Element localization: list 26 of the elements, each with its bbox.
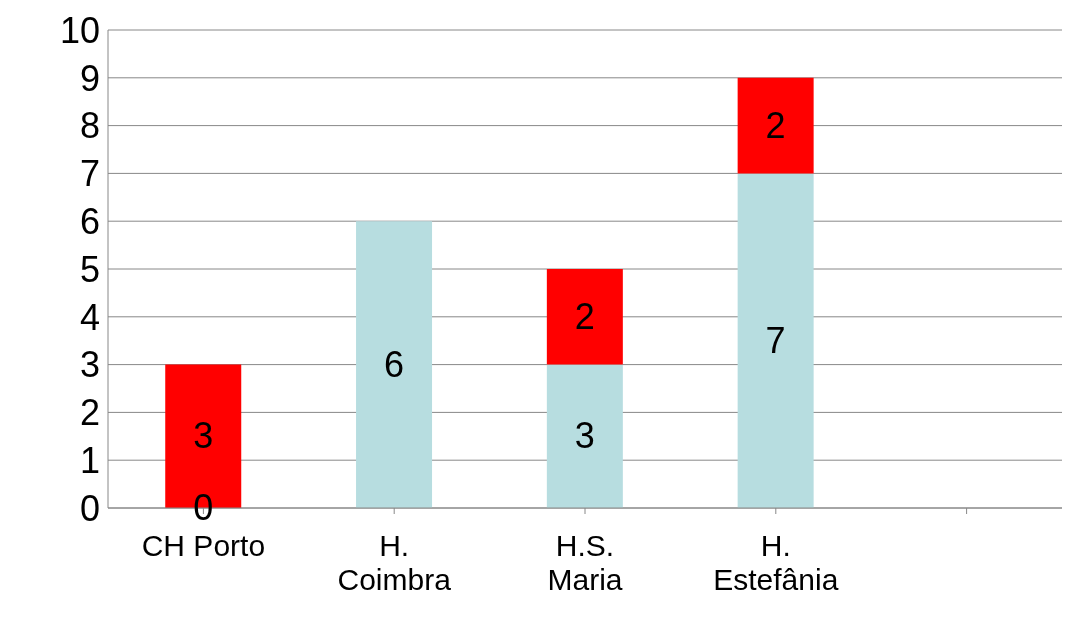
x-tick-label: H. Coimbra bbox=[337, 529, 452, 596]
x-tick-label: H.S. Maria bbox=[547, 529, 623, 596]
y-tick-label: 6 bbox=[79, 200, 100, 242]
y-tick-label: 10 bbox=[59, 9, 100, 51]
data-label: 7 bbox=[765, 319, 786, 361]
data-label: 6 bbox=[384, 343, 405, 385]
y-tick-label: 5 bbox=[79, 248, 100, 290]
y-tick-label: 4 bbox=[79, 296, 100, 338]
data-label: 2 bbox=[574, 295, 595, 337]
y-tick-label: 7 bbox=[79, 153, 100, 195]
y-tick-label: 2 bbox=[79, 392, 100, 434]
x-tick-label: H. Estefânia bbox=[713, 529, 839, 596]
data-label: 2 bbox=[765, 104, 786, 146]
bar bbox=[356, 221, 433, 508]
data-label: 3 bbox=[574, 415, 595, 457]
bar bbox=[737, 173, 814, 508]
y-tick-label: 3 bbox=[79, 344, 100, 386]
y-tick-label: 8 bbox=[79, 105, 100, 147]
bar bbox=[546, 364, 623, 508]
y-tick-label: 9 bbox=[79, 57, 100, 99]
x-tick-label: CH Porto bbox=[141, 529, 266, 562]
bar bbox=[737, 77, 814, 174]
bar bbox=[546, 269, 623, 365]
y-tick-label: 1 bbox=[79, 439, 100, 481]
data-label: 3 bbox=[193, 415, 214, 457]
y-tick-label: 0 bbox=[79, 487, 100, 529]
